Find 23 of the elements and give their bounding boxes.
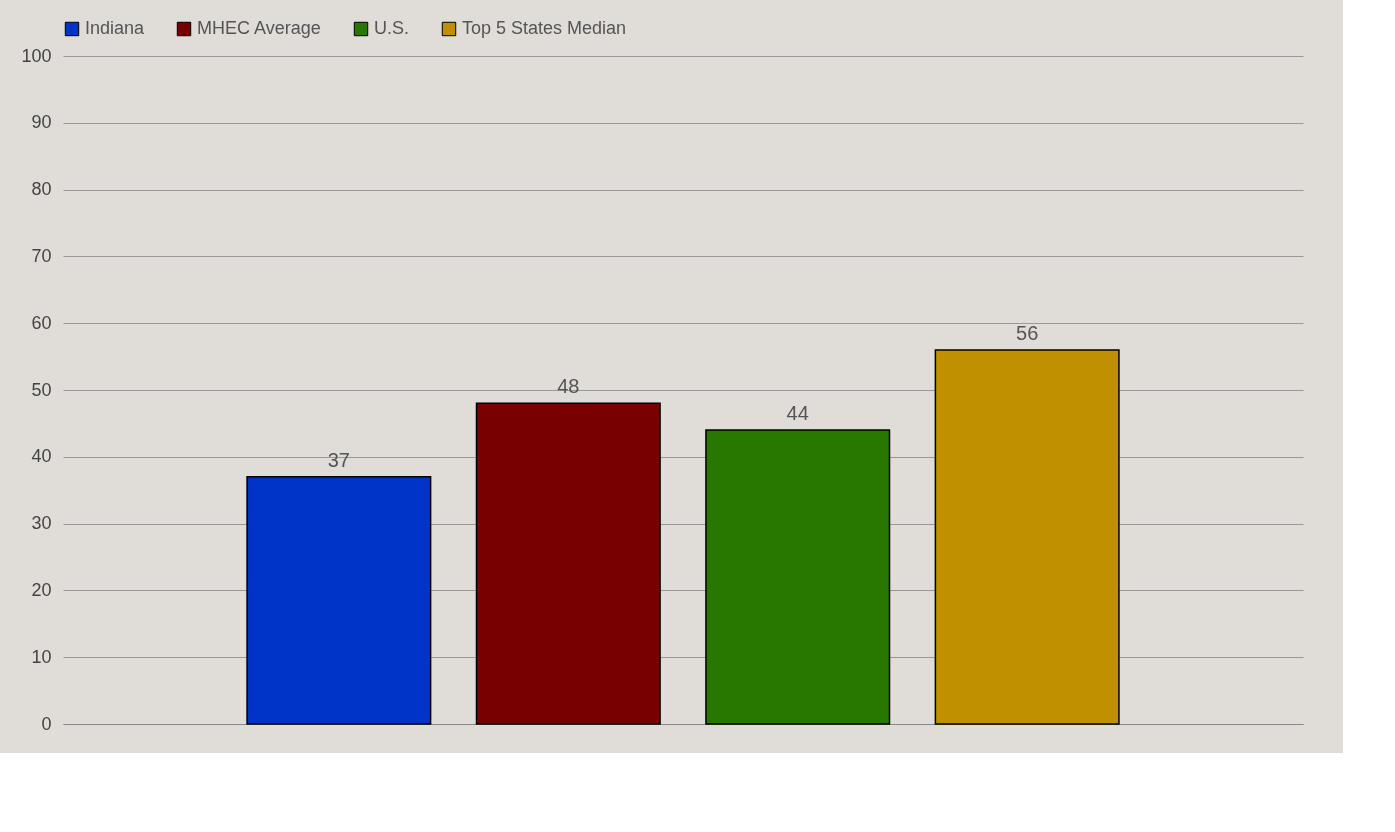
y-tick-label: 60: [31, 312, 52, 333]
y-tick-label: 30: [31, 513, 52, 534]
y-tick-label: 10: [31, 646, 52, 667]
legend-label: Top 5 States Median: [462, 18, 627, 38]
data-label: 56: [1016, 321, 1039, 344]
data-label: 44: [786, 402, 809, 425]
bar: [705, 429, 891, 725]
data-label: 48: [557, 375, 580, 398]
legend-label: U.S.: [374, 18, 410, 38]
y-tick-label: 40: [31, 446, 52, 467]
y-tick-label: 100: [21, 45, 52, 66]
bar: [475, 402, 661, 725]
legend-label: MHEC Average: [197, 18, 321, 38]
y-tick-label: 20: [31, 579, 52, 600]
data-label: 37: [327, 448, 350, 471]
y-tick-label: 70: [31, 245, 52, 266]
y-tick-label: 80: [31, 179, 52, 200]
y-tick-label: 90: [31, 112, 52, 133]
bar: [934, 349, 1120, 725]
y-tick-label: 50: [31, 379, 52, 400]
bar: [246, 476, 432, 725]
y-tick-label: 0: [41, 713, 52, 734]
legend-label: Indiana: [85, 18, 146, 38]
